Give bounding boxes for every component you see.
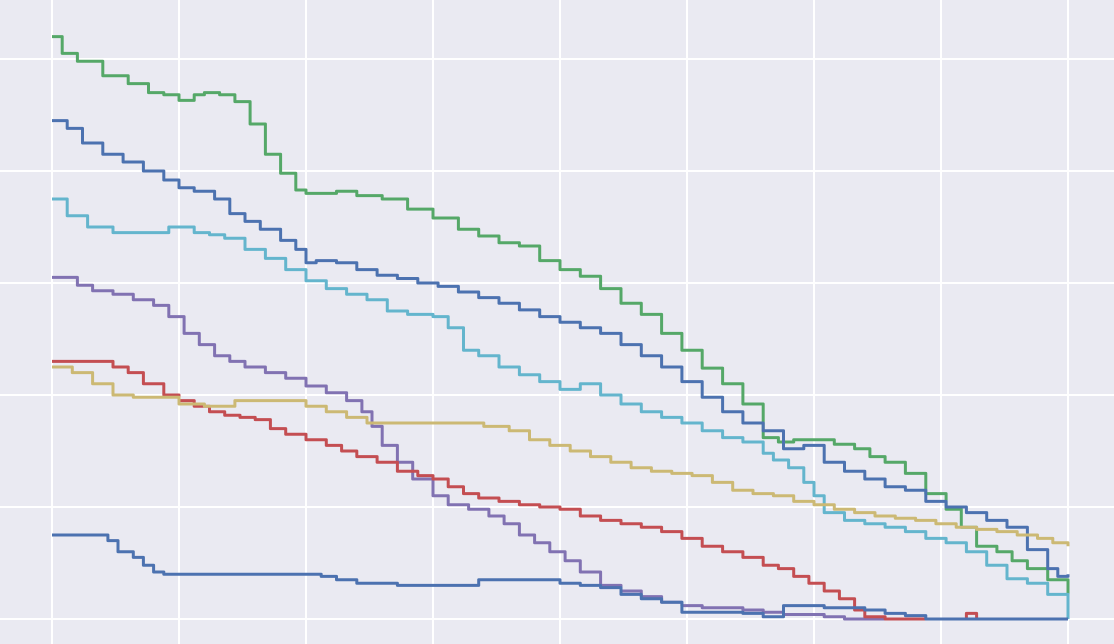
series-line-blue-6 [52, 533, 1068, 621]
series-line-cyan-2 [52, 197, 1070, 619]
series-line-blue-1 [52, 119, 1070, 578]
series-lines [52, 35, 1070, 621]
series-line-red-4 [52, 359, 1068, 621]
series-line-green-0 [52, 35, 1070, 597]
series-line-yellow-5 [52, 365, 1070, 547]
